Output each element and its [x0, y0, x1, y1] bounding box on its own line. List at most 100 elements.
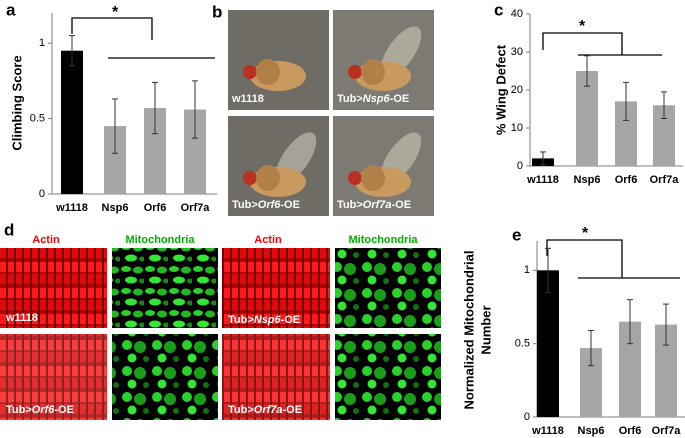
error-bar [588, 329, 594, 367]
image-label: w1118 [231, 93, 264, 105]
label-part: Orf7a [363, 199, 392, 211]
label-part: Tub> [232, 199, 258, 211]
y-tick-label: 20 [511, 84, 523, 96]
y-tick-label: 0 [517, 160, 523, 172]
bar [615, 101, 637, 166]
significance: * [582, 225, 589, 242]
error-bar [661, 91, 667, 119]
image-label: Tub>Orf6-OE [6, 404, 74, 416]
x-tick-label: w1118 [531, 425, 564, 437]
error-bar [152, 81, 158, 135]
label-part: Tub> [6, 404, 32, 416]
x-tick-label: Orf6 [619, 425, 642, 437]
fly-eye [243, 65, 257, 79]
y-tick-label: 40 [511, 8, 523, 20]
significance: * [112, 4, 119, 21]
x-tick-label: Orf6 [144, 202, 167, 214]
error-bar [545, 247, 551, 293]
error-bar [540, 151, 546, 166]
label-part: -OE [280, 199, 300, 211]
label-part: Nsp6 [363, 93, 391, 105]
x-tick-label: Orf6 [615, 174, 638, 186]
error-bar [627, 299, 633, 345]
label-part: w1118 [231, 93, 264, 105]
error-bar [584, 55, 590, 87]
image-label: Tub>Nsp6-OE [228, 314, 300, 326]
bar [655, 324, 677, 417]
thorax [361, 59, 385, 85]
panel-label: d [4, 220, 14, 239]
thorax [361, 165, 385, 191]
label-part: -OE [390, 93, 410, 105]
column-header: Actin [32, 234, 60, 246]
x-tick-label: Orf7a [650, 174, 680, 186]
thorax [256, 59, 280, 85]
x-tick-label: Nsp6 [574, 174, 601, 186]
label-part: Tub> [337, 199, 363, 211]
image-label: Tub>Orf6-OE [232, 199, 300, 211]
column-header: Mitochondria [348, 234, 418, 246]
fly-eye [348, 171, 362, 185]
muscle-images [0, 248, 441, 420]
error-bar [663, 303, 669, 346]
panel-label: e [512, 225, 521, 244]
y-tick-label: 0.5 [515, 338, 530, 350]
label-part: -OE [283, 404, 303, 416]
label-part: -OE [392, 199, 412, 211]
label-part: Tub> [228, 404, 254, 416]
label-part: Orf6 [258, 199, 282, 211]
label-part: Orf6 [32, 404, 56, 416]
y-tick-label: 0.5 [30, 112, 45, 124]
panel-label: a [6, 0, 16, 19]
y-axis-label: Climbing Score [9, 55, 24, 150]
bar [580, 348, 602, 417]
x-tick-label: Orf7a [652, 425, 682, 437]
bar [576, 71, 598, 166]
panel-label: c [494, 0, 503, 19]
y-tick-label: 30 [511, 46, 523, 58]
significance: * [579, 18, 586, 35]
error-bar [192, 80, 198, 139]
image-label: Tub>Nsp6-OE [337, 93, 409, 105]
label-part: Tub> [228, 314, 254, 326]
label-part: -OE [281, 314, 301, 326]
label-part: Tub> [337, 93, 363, 105]
fly-photos [228, 10, 434, 216]
y-tick-label: 10 [511, 122, 523, 134]
x-tick-label: w1118 [526, 174, 559, 186]
y-axis-label: Normalized Mitochondrial [461, 251, 476, 410]
x-tick-label: Orf7a [181, 202, 211, 214]
x-tick-label: Nsp6 [578, 425, 605, 437]
label-part: w1118 [5, 312, 38, 324]
bar [61, 50, 83, 195]
bar [184, 109, 206, 194]
fly-eye [348, 65, 362, 79]
y-axis-label: % Wing Defect [493, 44, 508, 135]
image-label: Tub>Orf7a-OE [337, 199, 411, 211]
thorax [256, 165, 280, 191]
error-bar [623, 81, 629, 121]
bar [144, 108, 166, 194]
column-header: Mitochondria [125, 234, 195, 246]
y-axis-label: Number [478, 305, 493, 354]
photo-bg [228, 10, 329, 110]
column-header: Actin [254, 234, 282, 246]
bar [619, 321, 641, 417]
fly-eye [243, 171, 257, 185]
image-label: w1118 [5, 312, 38, 324]
label-part: Nsp6 [254, 314, 282, 326]
error-bar [112, 98, 118, 154]
label-part: -OE [54, 404, 74, 416]
label-part: Orf7a [254, 404, 283, 416]
bar [537, 270, 559, 417]
y-tick-label: 1 [39, 37, 45, 49]
y-tick-label: 0 [524, 411, 530, 423]
bar [104, 126, 126, 194]
panel-label: b [212, 2, 222, 21]
error-bar [69, 35, 75, 67]
y-tick-label: 1 [524, 264, 530, 276]
y-tick-label: 0 [39, 188, 45, 200]
image-label: Tub>Orf7a-OE [228, 404, 302, 416]
bar [653, 105, 675, 166]
